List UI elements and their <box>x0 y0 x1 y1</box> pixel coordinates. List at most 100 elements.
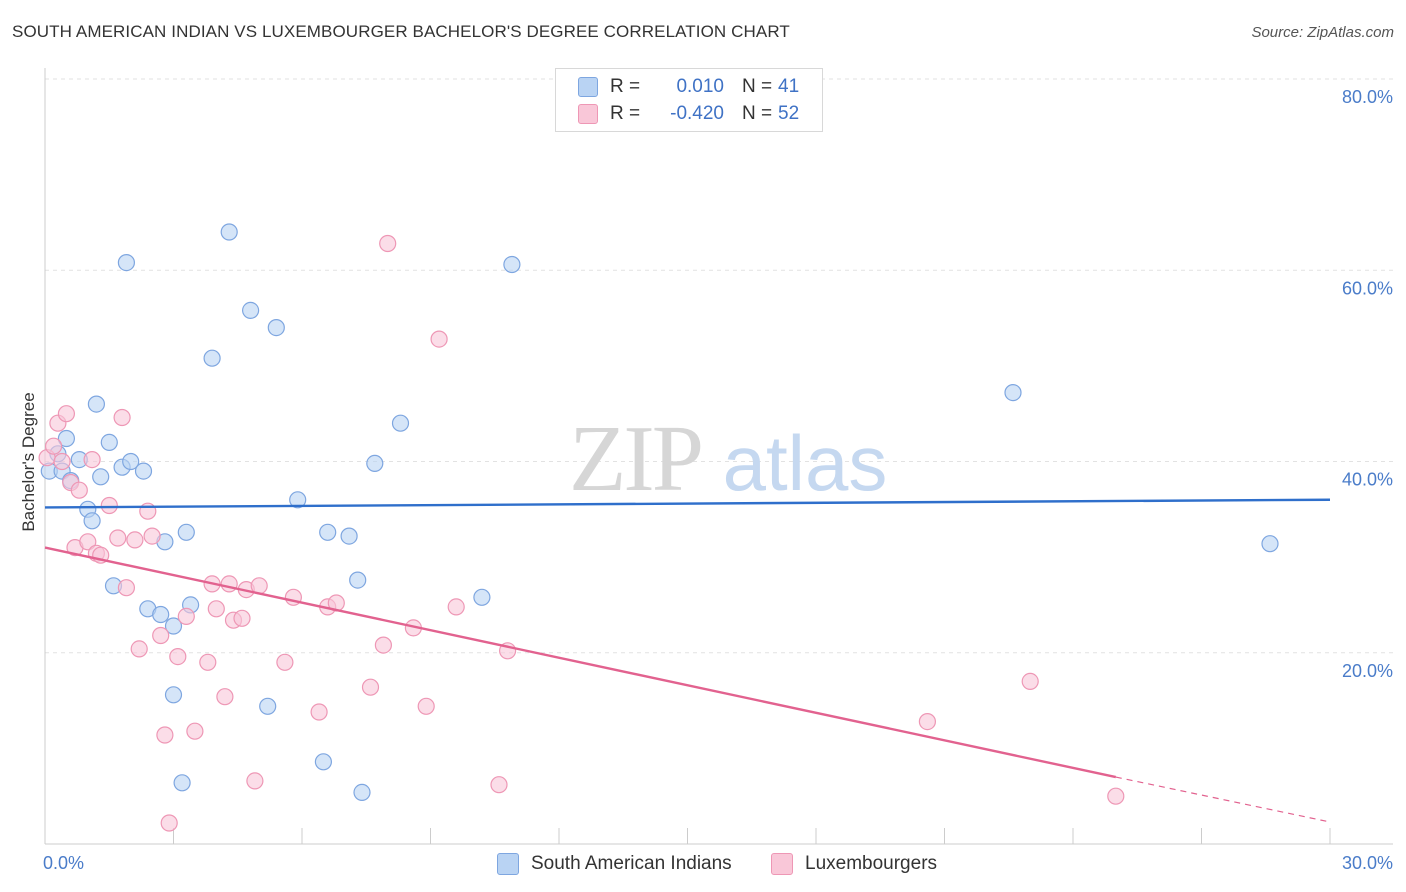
point-south-american-indian <box>83 512 101 530</box>
n-value: 52 <box>778 103 800 124</box>
point-luxembourger <box>216 688 234 706</box>
point-south-american-indian <box>289 491 307 509</box>
point-south-american-indian <box>100 433 118 451</box>
point-luxembourger <box>83 451 101 469</box>
trend-line-south-american-indians <box>44 498 1331 509</box>
point-luxembourger <box>490 776 508 794</box>
point-luxembourger <box>117 579 136 597</box>
bottom-legend-luxembourgers: Luxembourgers <box>771 851 937 877</box>
legend-swatch-pink <box>578 104 598 124</box>
point-south-american-indian <box>473 588 491 606</box>
trend-line-luxembourgers-extension <box>1115 776 1331 823</box>
point-luxembourger <box>207 600 225 618</box>
point-luxembourger <box>361 678 380 696</box>
point-luxembourger <box>57 405 76 423</box>
r-value: -0.420 <box>670 103 724 124</box>
source-label: Source: ZipAtlas.com <box>1251 24 1394 41</box>
legend-row-luxembourgers: R = -0.420 N = 52 <box>578 101 799 127</box>
x-tick-label: 30.0% <box>1342 853 1393 873</box>
point-south-american-indian <box>220 223 238 241</box>
point-luxembourger <box>417 697 435 715</box>
n-label: N = <box>742 103 773 124</box>
point-luxembourger <box>310 703 328 721</box>
y-tick-label: 80.0% <box>1342 87 1393 107</box>
watermark: ZIP atlas <box>569 407 887 511</box>
point-south-american-indian <box>203 349 221 367</box>
point-south-american-indian <box>366 454 384 472</box>
point-luxembourger <box>430 330 448 348</box>
point-south-american-indian <box>134 462 153 480</box>
point-luxembourger <box>199 653 217 671</box>
point-luxembourger <box>186 722 204 740</box>
point-south-american-indian <box>349 571 367 589</box>
point-luxembourger <box>276 653 294 671</box>
correlation-legend: R = 0.010 N = 41 R = -0.420 N = 52 <box>555 68 823 132</box>
point-luxembourger <box>246 772 264 790</box>
point-south-american-indian <box>242 301 260 319</box>
point-luxembourger <box>1107 787 1125 805</box>
point-luxembourger <box>379 234 397 253</box>
point-south-american-indian <box>503 255 521 274</box>
point-luxembourger <box>156 726 174 744</box>
bottom-legend-swatch-blue <box>497 853 519 875</box>
point-luxembourger <box>100 496 118 515</box>
data-points <box>38 223 1279 832</box>
point-south-american-indian <box>1261 535 1279 553</box>
legend-swatch-blue <box>578 77 598 97</box>
legend-row-south-american-indians: R = 0.010 N = 41 <box>578 74 799 100</box>
chart-title: SOUTH AMERICAN INDIAN VS LUXEMBOURGER BA… <box>12 22 790 41</box>
point-south-american-indian <box>152 605 170 624</box>
point-south-american-indian <box>259 697 277 715</box>
y-tick-label: 20.0% <box>1342 661 1393 681</box>
point-luxembourger <box>160 814 178 832</box>
n-label: N = <box>742 76 773 97</box>
bottom-legend-south-american-indians: South American Indians <box>497 851 732 877</box>
point-luxembourger <box>220 575 238 593</box>
point-south-american-indian <box>314 753 332 771</box>
point-luxembourger <box>177 607 195 626</box>
watermark-zip: ZIP <box>569 407 701 511</box>
point-luxembourger <box>126 531 144 549</box>
r-label: R = <box>610 103 641 124</box>
point-south-american-indian <box>177 523 195 541</box>
y-tick-label: 60.0% <box>1342 278 1393 298</box>
axes: 20.0% 40.0% 60.0% 80.0% 0.0% 30.0% <box>43 68 1393 873</box>
point-luxembourger <box>53 452 71 471</box>
r-label: R = <box>610 76 641 97</box>
bottom-legend-swatch-pink <box>771 853 793 875</box>
y-axis-label: Bachelor's Degree <box>19 392 38 531</box>
point-south-american-indian <box>57 429 76 448</box>
point-south-american-indian <box>319 523 337 541</box>
point-south-american-indian <box>164 686 183 704</box>
point-south-american-indian <box>173 774 191 792</box>
point-luxembourger <box>70 481 88 499</box>
point-luxembourger <box>130 640 148 658</box>
trend-line-luxembourgers <box>44 546 1117 779</box>
bottom-legend-label: Luxembourgers <box>805 853 938 874</box>
point-south-american-indian <box>164 617 183 635</box>
bottom-legend-label: South American Indians <box>531 853 732 874</box>
point-luxembourger <box>169 647 187 666</box>
point-luxembourger <box>447 598 465 616</box>
point-luxembourger <box>143 527 161 545</box>
point-luxembourger <box>113 408 131 427</box>
trend-lines <box>44 498 1331 823</box>
point-south-american-indian <box>87 395 106 413</box>
point-south-american-indian <box>1004 384 1022 402</box>
point-luxembourger <box>1021 672 1039 691</box>
point-luxembourger <box>374 636 392 654</box>
y-tick-label: 40.0% <box>1342 470 1393 490</box>
point-south-american-indian <box>122 452 140 471</box>
point-luxembourger <box>109 529 127 547</box>
point-south-american-indian <box>391 414 410 432</box>
point-south-american-indian <box>92 468 110 486</box>
point-south-american-indian <box>340 527 358 545</box>
n-value: 41 <box>778 76 800 97</box>
point-luxembourger <box>152 626 170 645</box>
grid-lines <box>45 78 1393 654</box>
point-luxembourger <box>233 609 251 627</box>
point-luxembourger <box>44 437 63 455</box>
point-luxembourger <box>918 712 937 731</box>
r-value: 0.010 <box>676 76 724 97</box>
